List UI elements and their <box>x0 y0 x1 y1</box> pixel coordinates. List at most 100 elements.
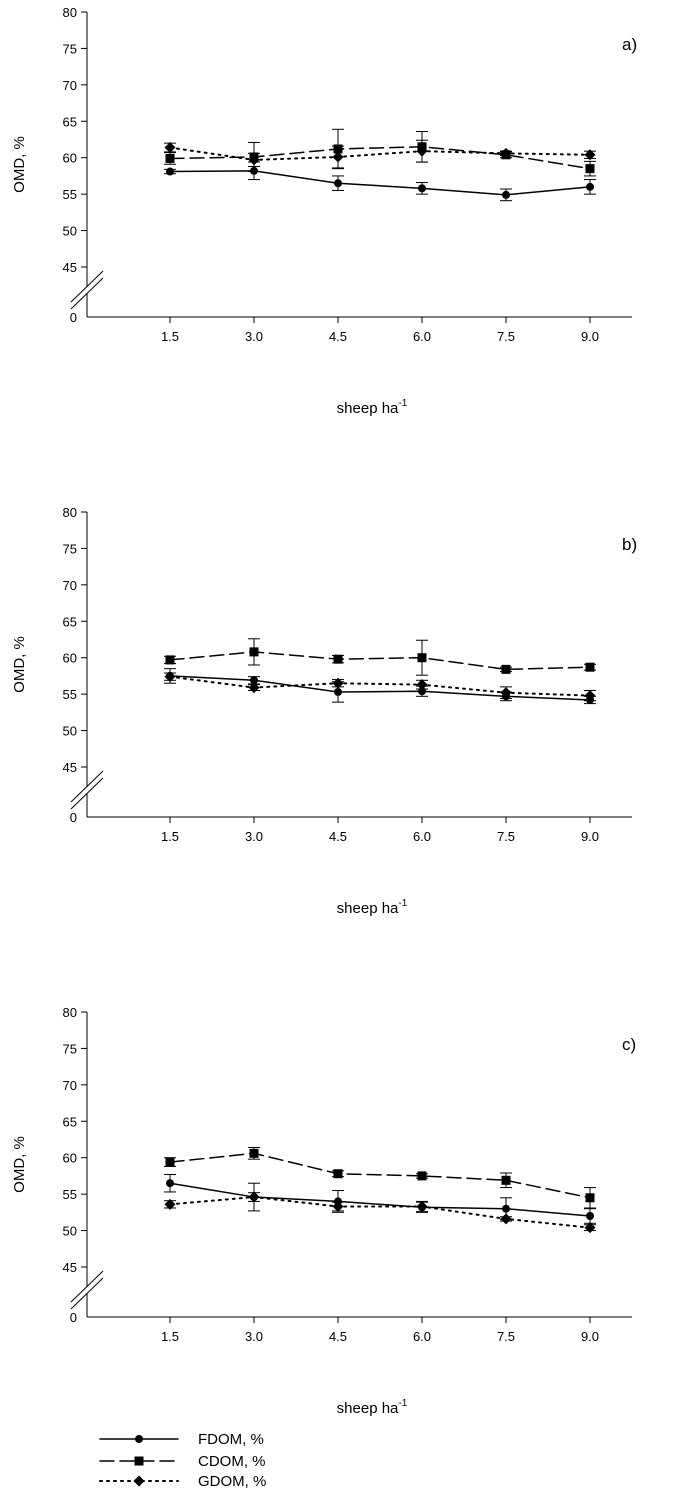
x-axis-title-superscript: -1 <box>398 898 407 909</box>
data-point <box>416 145 428 157</box>
data-point <box>332 1201 344 1213</box>
panel-label: a) <box>622 35 637 54</box>
axis-break-mark <box>70 1277 104 1310</box>
series-line <box>169 1182 591 1217</box>
legend-label: CDOM, % <box>198 1453 266 1470</box>
y-tick-label: 80 <box>63 5 77 20</box>
y-tick-label: 50 <box>63 1224 77 1239</box>
axis-break-mark <box>70 270 104 303</box>
x-axis-title-superscript: -1 <box>398 1398 407 1409</box>
series-cdom <box>164 1147 596 1209</box>
data-point <box>585 662 595 672</box>
y-tick-label: 60 <box>63 1151 77 1166</box>
x-axis-title: sheep ha-1 <box>337 398 408 417</box>
y-tick-label: 70 <box>63 78 77 93</box>
data-point <box>248 682 260 694</box>
data-point <box>584 149 596 161</box>
series-gdom <box>164 139 596 169</box>
y-axis-title: OMD, % <box>11 1136 28 1193</box>
series-line <box>169 651 591 671</box>
y-tick-label: 55 <box>63 1187 77 1202</box>
y-tick-label: 80 <box>63 505 77 520</box>
x-axis-title-superscript: -1 <box>398 398 407 409</box>
series-line <box>169 675 591 697</box>
data-point <box>165 1157 175 1167</box>
data-point <box>416 679 428 691</box>
y-tick-label: 65 <box>63 1114 77 1129</box>
data-point <box>502 1204 510 1213</box>
y-tick-label: 75 <box>63 41 77 56</box>
data-point <box>586 1212 594 1220</box>
x-tick-label: 4.5 <box>329 329 347 344</box>
x-tick-label: 6.0 <box>413 829 431 844</box>
y-tick-label: 45 <box>63 1260 77 1275</box>
data-point <box>333 654 343 664</box>
chart-panel-b: 0 45 50 55 60 65 70 75 80 1.5 3.0 4.5 6.0 7.5 9.0 OMD, … <box>11 505 637 917</box>
axis-break-mark <box>70 777 104 810</box>
x-tick-label: 3.0 <box>245 829 263 844</box>
data-point <box>333 1169 343 1179</box>
data-point <box>248 154 260 166</box>
axis-break-mark <box>70 277 104 310</box>
x-axis-title-text: sheep ha <box>337 400 399 417</box>
x-axis-title: sheep ha-1 <box>337 898 408 917</box>
x-tick-label: 1.5 <box>161 329 179 344</box>
data-point <box>585 164 595 174</box>
x-axis-title-text: sheep ha <box>337 900 399 917</box>
x-axis-title-text: sheep ha <box>337 1400 399 1417</box>
x-tick-label: 7.5 <box>497 829 515 844</box>
data-point <box>500 687 512 699</box>
x-tick-label: 3.0 <box>245 329 263 344</box>
y-tick-label: 65 <box>63 114 77 129</box>
data-point <box>165 153 175 163</box>
y-tick-label: 55 <box>63 187 77 202</box>
data-point <box>500 1213 512 1225</box>
data-point <box>416 1201 428 1213</box>
legend: FDOM, % CDOM, % GDOM, % <box>99 1431 266 1489</box>
panel-label: b) <box>622 535 637 554</box>
data-point <box>332 677 344 689</box>
y-axis-title: OMD, % <box>11 636 28 693</box>
data-point <box>248 1191 260 1203</box>
axis-break-mark <box>70 770 104 803</box>
series-fdom <box>164 1173 596 1224</box>
data-point <box>165 655 175 665</box>
data-point <box>334 179 342 188</box>
x-tick-label: 4.5 <box>329 829 347 844</box>
x-tick-label: 7.5 <box>497 1329 515 1344</box>
y-tick-label: 70 <box>63 1078 77 1093</box>
series-line <box>169 146 591 161</box>
data-point <box>500 147 512 159</box>
chart-panel-a: 0 45 50 55 60 65 70 75 80 1.5 3.0 4.5 6.0 7.5 9.0 OMD, … <box>11 5 637 417</box>
x-tick-label: 9.0 <box>581 829 599 844</box>
x-tick-label: 3.0 <box>245 1329 263 1344</box>
x-tick-label: 6.0 <box>413 329 431 344</box>
legend-marker <box>134 1456 144 1466</box>
data-point <box>417 653 427 663</box>
y-tick-label: 50 <box>63 224 77 239</box>
data-point <box>166 1179 174 1188</box>
series-cdom <box>164 128 596 177</box>
x-tick-label: 9.0 <box>581 1329 599 1344</box>
data-point <box>250 676 258 685</box>
y-tick-label: 60 <box>63 651 77 666</box>
x-tick-label: 7.5 <box>497 329 515 344</box>
x-axis-title: sheep ha-1 <box>337 1398 408 1417</box>
legend-entry-fdom: FDOM, % <box>99 1431 264 1448</box>
data-point <box>418 184 426 193</box>
series-line <box>169 1152 591 1199</box>
data-point <box>585 1193 595 1203</box>
x-tick-label: 4.5 <box>329 1329 347 1344</box>
data-point <box>501 1175 511 1185</box>
x-tick-label: 1.5 <box>161 1329 179 1344</box>
legend-marker <box>133 1475 145 1487</box>
legend-entry-gdom: GDOM, % <box>99 1473 266 1489</box>
series-fdom <box>164 668 596 705</box>
series-line <box>169 1196 591 1229</box>
series-fdom <box>164 161 596 202</box>
y-tick-label: 50 <box>63 724 77 739</box>
y-axis-title: OMD, % <box>11 136 28 193</box>
data-point <box>502 190 510 199</box>
axis-break-mark <box>70 1270 104 1303</box>
series-cdom <box>164 638 596 676</box>
